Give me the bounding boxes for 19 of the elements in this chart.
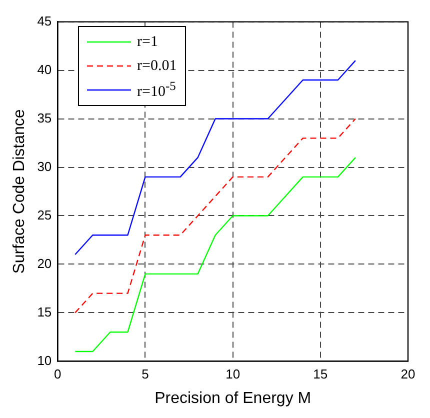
- y-tick-label: 20: [37, 256, 52, 271]
- y-tick-label: 25: [37, 207, 52, 222]
- x-axis-title: Precision of Energy M: [154, 390, 312, 407]
- x-tick-label: 15: [313, 366, 328, 382]
- legend-label: r=1: [137, 34, 158, 50]
- y-tick-label: 40: [37, 62, 52, 77]
- y-tick-label: 45: [37, 13, 52, 28]
- y-tick-label: 35: [37, 110, 52, 126]
- y-tick-label: 10: [37, 352, 52, 368]
- y-tick-label: 30: [37, 158, 52, 174]
- x-tick-label: 5: [142, 366, 149, 382]
- x-tick-label: 0: [54, 366, 62, 382]
- legend-label: r=0.01: [137, 58, 177, 74]
- line-series: [74, 118, 356, 314]
- y-tick-label: 15: [37, 304, 52, 320]
- y-axis-title: Surface Code Distance: [11, 109, 28, 274]
- legend-label: r=10$^{-5}$: [137, 79, 176, 101]
- x-tick-label: 20: [400, 366, 416, 382]
- x-tick-label: 10: [226, 366, 240, 382]
